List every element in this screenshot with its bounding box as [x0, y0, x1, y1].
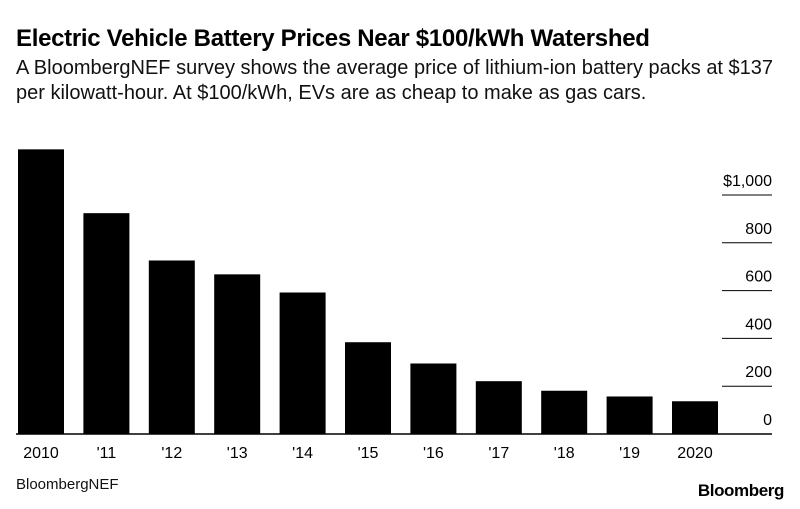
y-tick-label: 0 [763, 412, 772, 429]
x-tick-label: '19 [619, 445, 640, 462]
x-tick-label: '11 [97, 445, 117, 462]
bars [18, 149, 718, 434]
x-tick-label: '12 [161, 445, 182, 462]
y-tick-label: 600 [745, 269, 772, 286]
y-tick-label: 200 [745, 364, 772, 381]
bar [214, 274, 261, 434]
x-tick-label: '17 [488, 445, 509, 462]
chart-subtitle: A BloombergNEF survey shows the average … [16, 57, 774, 104]
y-tick-label: 800 [745, 221, 772, 238]
x-axis-tick-labels: 2010 '11 '12 '13 '14 '15 '16 '17 '18 '19 2020 [23, 445, 713, 462]
y-axis-tick-labels: 0 200 400 600 800 $1,000 [723, 173, 772, 429]
bar [410, 363, 457, 434]
bar [541, 390, 588, 434]
bar [279, 292, 326, 434]
bar [672, 401, 718, 434]
x-tick-label: 2010 [23, 445, 59, 462]
x-tick-label: '13 [227, 445, 248, 462]
bar [475, 381, 522, 434]
bar [345, 342, 391, 434]
chart-title: Electric Vehicle Battery Prices Near $10… [16, 25, 650, 52]
bloomberg-logo: Bloomberg [697, 481, 785, 500]
y-tick-label: $1,000 [723, 173, 772, 190]
x-tick-label: 2020 [677, 445, 713, 462]
x-tick-label: '15 [358, 445, 379, 462]
bar [83, 213, 130, 434]
bar [148, 260, 195, 434]
bar [606, 396, 653, 434]
bar [18, 149, 64, 434]
x-tick-label: '18 [554, 445, 575, 462]
y-tick-label: 400 [745, 316, 772, 333]
x-tick-label: '14 [292, 445, 313, 462]
x-tick-label: '16 [423, 445, 444, 462]
source-label: BloombergNEF [16, 476, 119, 493]
